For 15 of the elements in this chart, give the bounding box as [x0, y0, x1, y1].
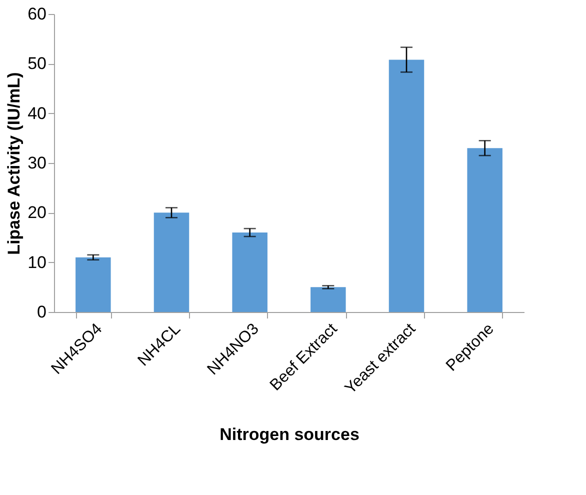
y-tick-label: 0 [37, 302, 46, 322]
bar [388, 60, 424, 312]
y-tick-label: 30 [28, 154, 46, 172]
bar [76, 257, 111, 312]
y-tick-label: 10 [28, 252, 46, 272]
bar [467, 148, 502, 312]
bar [310, 287, 346, 312]
y-tick-label: 20 [28, 203, 46, 222]
y-tick-label: 50 [28, 54, 46, 74]
bar [232, 232, 268, 312]
y-axis-title: Lipase Activity (IU/mL) [4, 72, 24, 255]
bar [154, 212, 190, 312]
y-tick-label: 40 [28, 104, 46, 123]
y-tick-label: 60 [28, 4, 46, 24]
x-axis-title: Nitrogen sources [220, 424, 360, 444]
